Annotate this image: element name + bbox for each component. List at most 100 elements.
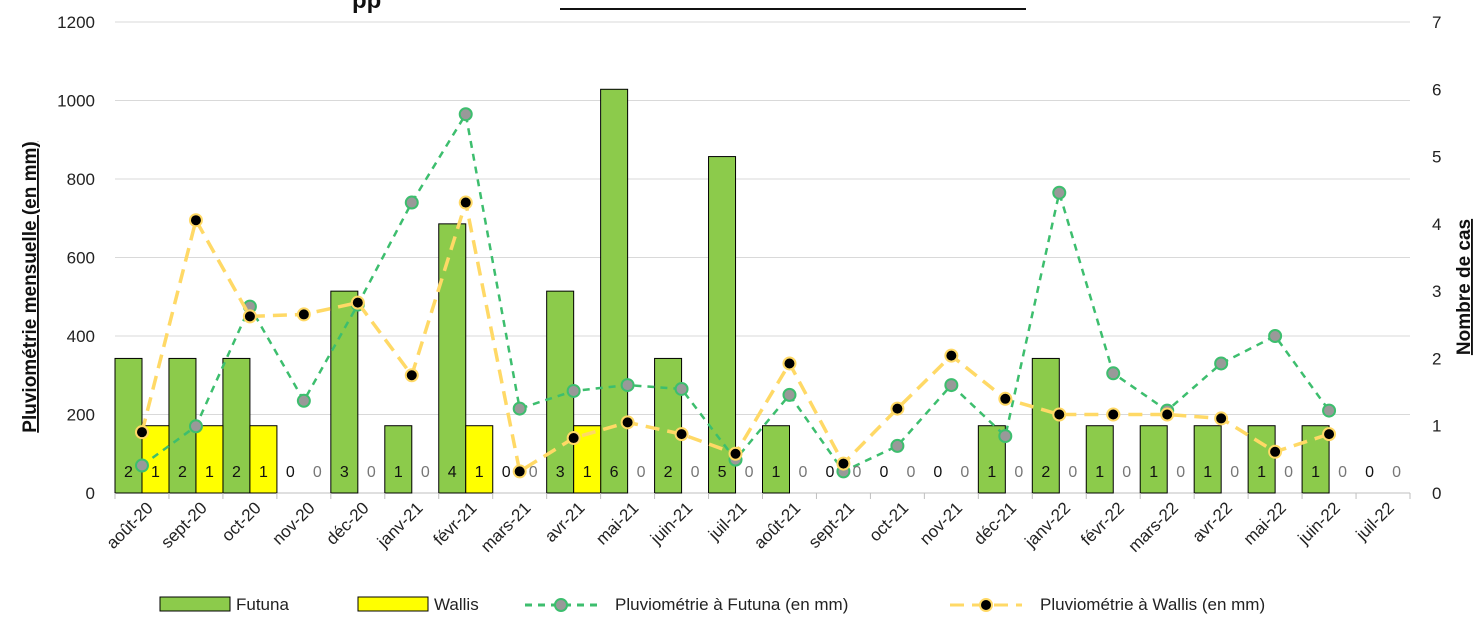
bar-futuna — [977, 425, 1006, 494]
x-tick-label: mai-21 — [592, 498, 642, 548]
x-tick-label: sept-20 — [157, 498, 211, 552]
point-futuna — [998, 429, 1013, 444]
data-label-wallis: 1 — [151, 464, 160, 481]
data-label-wallis: 0 — [853, 464, 862, 481]
data-label-futuna: 4 — [448, 464, 457, 481]
y2-tick-label: 0 — [1432, 484, 1441, 503]
y2-tick-label: 6 — [1432, 80, 1441, 99]
point-futuna — [512, 401, 527, 416]
data-label-futuna: 1 — [772, 464, 781, 481]
x-tick-label: sept-21 — [805, 498, 859, 552]
point-futuna — [620, 378, 635, 393]
data-label-wallis: 1 — [259, 464, 268, 481]
bar-futuna — [1031, 357, 1060, 494]
data-label-futuna: 0 — [826, 464, 835, 481]
legend-swatch — [357, 596, 429, 612]
data-label-futuna: 2 — [178, 464, 187, 481]
data-label-wallis: 0 — [367, 464, 376, 481]
y-tick-label: 0 — [86, 484, 95, 503]
point-futuna — [674, 381, 689, 396]
data-label-wallis: 1 — [205, 464, 214, 481]
x-tick-label: avr-22 — [1188, 498, 1236, 546]
bar-futuna — [654, 357, 683, 494]
data-label-futuna: 0 — [1365, 464, 1374, 481]
point-wallis — [1052, 407, 1067, 422]
data-label-wallis: 0 — [1014, 464, 1023, 481]
data-label-wallis: 0 — [691, 464, 700, 481]
point-futuna — [296, 393, 311, 408]
point-wallis — [350, 295, 365, 310]
point-wallis — [1106, 407, 1121, 422]
bar-futuna — [1193, 425, 1222, 494]
point-futuna — [1268, 329, 1283, 343]
bar-wallis — [465, 425, 494, 494]
y2-tick-label: 5 — [1432, 148, 1441, 167]
point-wallis — [1268, 444, 1283, 459]
y-tick-label: 1200 — [57, 13, 95, 32]
point-wallis — [134, 425, 149, 440]
point-futuna — [566, 383, 581, 398]
data-label-wallis: 0 — [1176, 464, 1185, 481]
bar-wallis — [195, 425, 224, 494]
data-label-futuna: 0 — [879, 464, 888, 481]
bar-futuna — [708, 156, 737, 494]
data-label-wallis: 1 — [583, 464, 592, 481]
data-label-futuna: 1 — [1095, 464, 1104, 481]
point-wallis — [944, 348, 959, 363]
y-tick-label: 1000 — [57, 92, 95, 111]
point-futuna — [404, 195, 419, 210]
data-label-wallis: 0 — [1068, 464, 1077, 481]
legend-label: Pluviométrie à Futuna (en mm) — [615, 595, 848, 614]
point-futuna — [134, 458, 149, 473]
legend-swatch — [159, 596, 231, 612]
x-tick-label: déc-21 — [970, 498, 1020, 548]
data-label-wallis: 0 — [1392, 464, 1401, 481]
x-tick-label: août-21 — [750, 498, 804, 552]
y-tick-label: 200 — [67, 406, 95, 425]
data-label-futuna: 1 — [987, 464, 996, 481]
x-tick-label: juil-22 — [1352, 498, 1398, 544]
point-futuna — [944, 378, 959, 393]
point-futuna — [1322, 403, 1337, 418]
bar-futuna — [1247, 425, 1276, 494]
y2-tick-label: 2 — [1432, 349, 1441, 368]
data-label-wallis: 0 — [960, 464, 969, 481]
bar-futuna — [1139, 425, 1168, 494]
bar-futuna — [384, 425, 413, 494]
data-label-futuna: 3 — [556, 464, 565, 481]
data-label-wallis: 0 — [1338, 464, 1347, 481]
point-futuna — [188, 419, 203, 434]
data-label-wallis: 0 — [421, 464, 430, 481]
y2-tick-label: 4 — [1432, 215, 1441, 234]
y2-tick-label: 3 — [1432, 282, 1441, 301]
x-tick-label: mai-22 — [1240, 498, 1290, 548]
point-wallis — [1160, 407, 1175, 422]
legend-label: Pluviométrie à Wallis (en mm) — [1040, 595, 1265, 614]
data-label-futuna: 1 — [1149, 464, 1158, 481]
point-wallis — [404, 368, 419, 383]
x-tick-label: oct-20 — [218, 498, 265, 545]
data-label-wallis: 0 — [745, 464, 754, 481]
data-label-futuna: 0 — [286, 464, 295, 481]
point-wallis — [1214, 411, 1229, 426]
data-label-wallis: 0 — [1122, 464, 1131, 481]
data-label-wallis: 0 — [1284, 464, 1293, 481]
data-label-futuna: 1 — [1257, 464, 1266, 481]
data-label-wallis: 0 — [313, 464, 322, 481]
x-tick-label: juil-21 — [704, 498, 750, 544]
y-tick-label: 600 — [67, 249, 95, 268]
x-tick-label: mars-22 — [1124, 498, 1182, 556]
legend-marker — [554, 598, 568, 612]
point-futuna — [1106, 366, 1121, 381]
point-wallis — [188, 213, 203, 228]
data-label-wallis: 1 — [475, 464, 484, 481]
point-wallis — [512, 464, 527, 479]
data-label-futuna: 2 — [232, 464, 241, 481]
point-futuna — [1052, 185, 1067, 200]
data-label-futuna: 2 — [1041, 464, 1050, 481]
x-tick-label: juin-21 — [646, 498, 696, 548]
x-tick-label: juin-22 — [1294, 498, 1344, 548]
data-label-futuna: 3 — [340, 464, 349, 481]
point-futuna — [782, 387, 797, 402]
